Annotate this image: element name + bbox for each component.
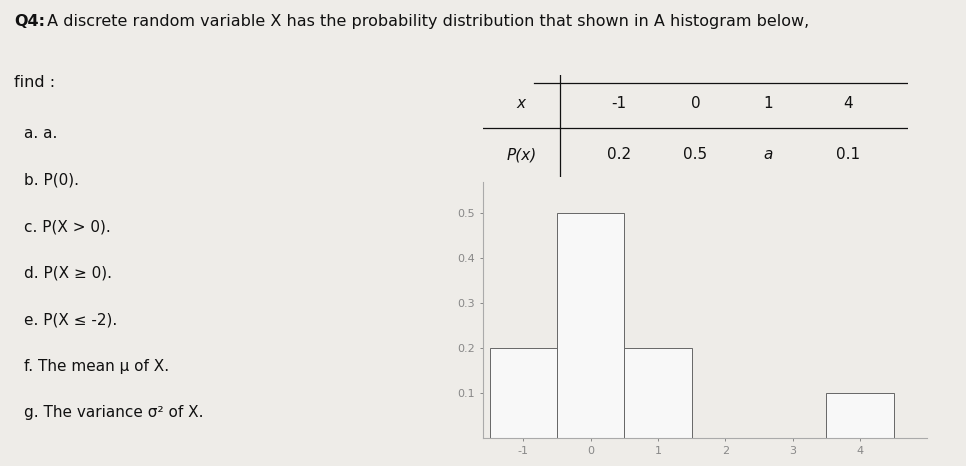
Text: -1: -1	[611, 96, 627, 111]
Text: c. P(X > 0).: c. P(X > 0).	[23, 219, 110, 234]
Text: b. P(0).: b. P(0).	[23, 172, 78, 187]
Bar	[557, 213, 624, 438]
Text: a. a.: a. a.	[23, 126, 57, 141]
Text: e. P(X ≤ -2).: e. P(X ≤ -2).	[23, 312, 117, 327]
Text: 0.1: 0.1	[837, 147, 861, 162]
Text: 1: 1	[763, 96, 773, 111]
Text: 4: 4	[843, 96, 853, 111]
Text: x: x	[517, 96, 526, 111]
Text: a: a	[763, 147, 773, 162]
Text: find :: find :	[14, 75, 55, 89]
Bar	[490, 348, 557, 438]
Text: P(x): P(x)	[506, 147, 536, 162]
Text: 0.5: 0.5	[684, 147, 707, 162]
Text: 0.2: 0.2	[607, 147, 631, 162]
Text: A discrete random variable X has the probability distribution that shown in A hi: A discrete random variable X has the pro…	[43, 14, 810, 29]
Text: Q4:: Q4:	[14, 14, 45, 29]
Text: 0: 0	[691, 96, 700, 111]
Bar	[624, 348, 692, 438]
Text: g. The variance σ² of X.: g. The variance σ² of X.	[23, 405, 203, 420]
Text: d. P(X ≥ 0).: d. P(X ≥ 0).	[23, 266, 111, 281]
Bar	[826, 393, 894, 438]
Text: f. The mean μ of X.: f. The mean μ of X.	[23, 359, 169, 374]
